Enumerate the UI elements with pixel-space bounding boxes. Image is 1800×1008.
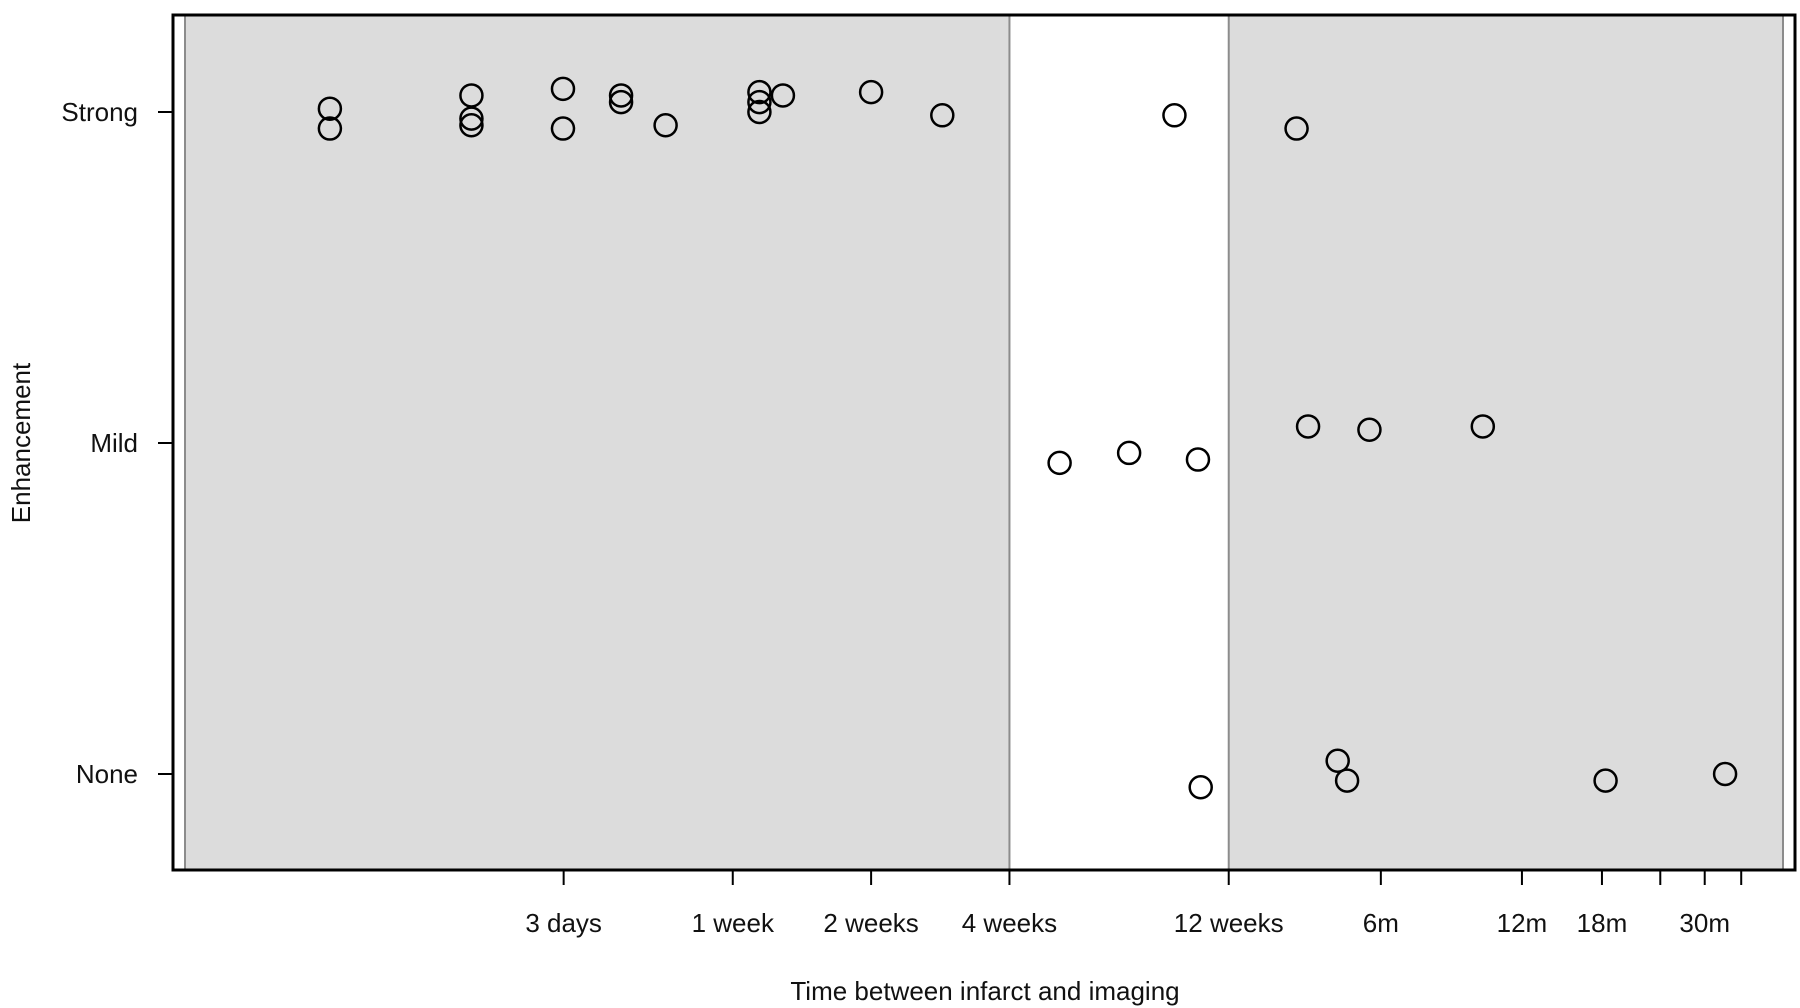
x-tick-label: 3 days bbox=[525, 908, 602, 938]
data-point-27 bbox=[1334, 768, 1360, 793]
data-point-19 bbox=[1047, 450, 1072, 476]
data-points bbox=[317, 76, 1738, 800]
shaded-region-1 bbox=[185, 16, 1010, 869]
x-axis-title: Time between infarct and imaging bbox=[790, 976, 1179, 1006]
x-tick-label: 18m bbox=[1577, 908, 1628, 938]
region-dividers bbox=[184, 16, 1784, 869]
x-tick-label: 12m bbox=[1497, 908, 1548, 938]
x-tick-label: 4 weeks bbox=[962, 908, 1057, 938]
data-point-26 bbox=[1325, 748, 1350, 774]
x-tick-label: 1 week bbox=[692, 908, 775, 938]
y-axis-title: Enhancement bbox=[6, 362, 36, 523]
data-point-10 bbox=[653, 112, 678, 138]
data-point-16 bbox=[930, 103, 955, 128]
y-tick-label-strong: Strong bbox=[61, 97, 138, 127]
data-point-21 bbox=[1185, 447, 1211, 472]
data-point-15 bbox=[858, 79, 884, 105]
data-point-18 bbox=[1284, 116, 1309, 141]
data-point-14 bbox=[770, 83, 796, 108]
y-axis: None Mild Strong bbox=[61, 97, 173, 789]
data-point-29 bbox=[1712, 761, 1738, 787]
x-axis: 3 days 1 week 2 weeks 4 weeks 12 weeks 6m 12m 1… bbox=[525, 870, 1743, 938]
data-point-8 bbox=[608, 83, 634, 108]
shaded-regions bbox=[185, 16, 1783, 869]
data-point-2 bbox=[317, 116, 343, 141]
data-point-23 bbox=[1357, 417, 1382, 443]
data-point-4 bbox=[459, 106, 484, 131]
data-point-11 bbox=[747, 79, 772, 105]
data-point-22 bbox=[1295, 414, 1321, 439]
data-point-13 bbox=[747, 99, 772, 125]
x-tick-label: 2 weeks bbox=[823, 908, 918, 938]
data-point-17 bbox=[1162, 103, 1187, 128]
data-point-24 bbox=[1470, 414, 1496, 439]
x-tick-label: 12 weeks bbox=[1174, 908, 1284, 938]
y-tick-label-none: None bbox=[76, 759, 138, 789]
y-tick-label-mild: Mild bbox=[90, 428, 138, 458]
x-tick-label: 6m bbox=[1363, 908, 1399, 938]
data-point-20 bbox=[1116, 440, 1142, 466]
data-point-1 bbox=[317, 96, 343, 121]
data-point-28 bbox=[1593, 768, 1618, 793]
data-point-5 bbox=[459, 112, 484, 138]
data-point-7 bbox=[550, 116, 576, 141]
x-tick-label: 30m bbox=[1679, 908, 1730, 938]
data-point-25 bbox=[1188, 774, 1213, 800]
data-point-6 bbox=[550, 76, 576, 102]
data-point-9 bbox=[608, 89, 634, 115]
data-point-12 bbox=[747, 89, 772, 115]
shaded-region-2 bbox=[1228, 16, 1783, 869]
